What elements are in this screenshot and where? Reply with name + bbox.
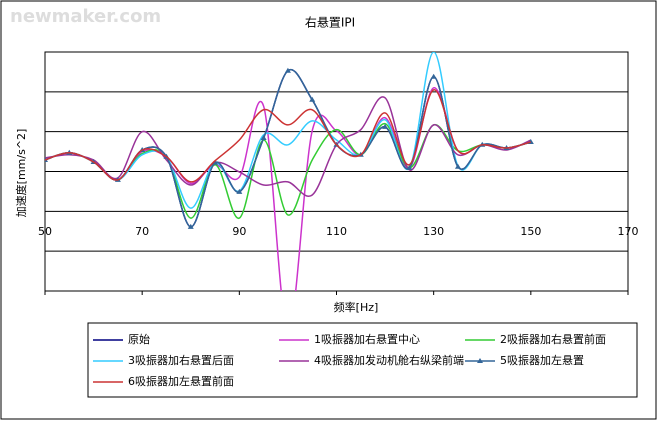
marker [406, 164, 413, 170]
marker [430, 73, 437, 79]
marker [212, 159, 219, 165]
x-tick-label: 110 [326, 225, 347, 238]
marker [45, 156, 48, 162]
watermark: newmaker.com [10, 6, 161, 27]
series-line [45, 96, 532, 198]
legend-label: 4吸振器加发动机舱右纵梁前端 [314, 353, 464, 367]
legend-label: 1吸振器加右悬置中心 [314, 332, 420, 346]
marker [236, 188, 243, 194]
x-tick-label: 50 [38, 225, 52, 238]
legend-label: 2吸振器加右悬置前面 [500, 332, 606, 346]
marker [382, 123, 389, 129]
marker [284, 67, 291, 73]
marker [260, 135, 267, 141]
legend-label: 3吸振器加右悬置后面 [128, 353, 234, 367]
chart-title: 右悬置IPI [305, 15, 355, 30]
x-tick-label: 150 [520, 225, 541, 238]
legend-box [87, 322, 638, 398]
legend-label: 5吸振器加左悬置 [500, 353, 584, 367]
marker [187, 223, 194, 229]
x-tick-label: 130 [423, 225, 444, 238]
legend-label: 6吸振器加左悬置前面 [128, 374, 234, 388]
series-group [45, 52, 534, 291]
y-axis-label: 加速度[mm/s^2] [14, 129, 28, 218]
legend-marker [477, 358, 483, 363]
marker [309, 96, 316, 102]
x-axis-label: 频率[Hz] [334, 300, 379, 314]
x-tick-label: 170 [618, 225, 639, 238]
legend-label: 原始 [128, 332, 150, 346]
marker [454, 163, 461, 169]
series-line [45, 89, 532, 183]
x-tick-label: 90 [232, 225, 246, 238]
x-tick-label: 70 [135, 225, 149, 238]
